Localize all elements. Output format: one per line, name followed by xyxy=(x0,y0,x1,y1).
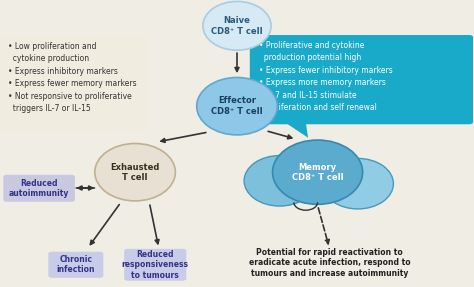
Polygon shape xyxy=(118,115,145,129)
Text: Chronic
infection: Chronic infection xyxy=(56,255,95,274)
FancyBboxPatch shape xyxy=(0,35,148,131)
Text: Potential for rapid reactivation to
eradicate acute infection, respond to
tumour: Potential for rapid reactivation to erad… xyxy=(249,248,410,278)
Ellipse shape xyxy=(203,1,271,50)
Ellipse shape xyxy=(322,158,393,209)
Text: • Proliferative and cytokine
  production potential high
• Express fewer inhibit: • Proliferative and cytokine production … xyxy=(259,41,393,112)
Text: Reduced
responsiveness
to tumours: Reduced responsiveness to tumours xyxy=(122,250,189,280)
Ellipse shape xyxy=(244,156,315,206)
Ellipse shape xyxy=(273,140,363,204)
Text: Effector
CD8⁺ T cell: Effector CD8⁺ T cell xyxy=(211,96,263,116)
Polygon shape xyxy=(284,122,308,138)
Text: Naive
CD8⁺ T cell: Naive CD8⁺ T cell xyxy=(211,16,263,36)
Text: Exhausted
T cell: Exhausted T cell xyxy=(110,162,160,182)
FancyBboxPatch shape xyxy=(124,249,186,281)
Text: Memory
CD8⁺ T cell: Memory CD8⁺ T cell xyxy=(292,162,343,182)
Text: • Low proliferation and
  cytokine production
• Express inhibitory markers
• Exp: • Low proliferation and cytokine product… xyxy=(8,42,137,113)
FancyBboxPatch shape xyxy=(3,175,75,202)
FancyBboxPatch shape xyxy=(48,252,103,278)
Ellipse shape xyxy=(95,144,175,201)
FancyBboxPatch shape xyxy=(250,35,473,124)
Text: Reduced
autoimmunity: Reduced autoimmunity xyxy=(9,179,69,198)
Ellipse shape xyxy=(197,77,277,135)
